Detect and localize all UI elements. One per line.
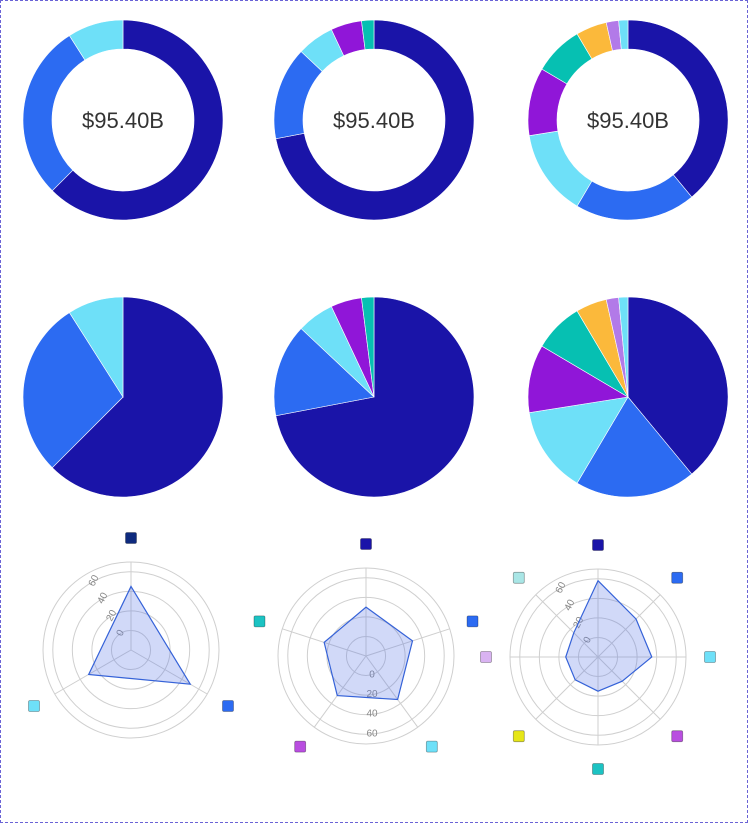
pie-slice[interactable]	[527, 345, 629, 413]
radar-tick-label: 60	[554, 580, 569, 595]
radar-axis-marker[interactable]	[671, 571, 684, 584]
donut-slice[interactable]	[361, 19, 375, 50]
radar-axis-marker[interactable]	[425, 740, 438, 753]
radar-tick-label: 40	[96, 590, 111, 605]
radar-axis-marker[interactable]	[360, 538, 372, 550]
pie-slice[interactable]	[618, 296, 629, 398]
radar-tick-label: 40	[563, 597, 578, 612]
donut-center-label: $95.40B	[587, 108, 669, 133]
donut-center-label: $95.40B	[82, 108, 164, 133]
radar-spoke	[535, 656, 599, 720]
radar-axis-marker[interactable]	[592, 539, 604, 551]
radar-axis-marker[interactable]	[466, 615, 479, 628]
pie-chart-5	[273, 296, 475, 498]
radar-axis-marker[interactable]	[512, 730, 525, 743]
donut-chart-1: $95.40B	[22, 19, 224, 221]
radar-spoke	[54, 649, 132, 695]
radar-tick-label: 60	[87, 573, 102, 588]
donut-slice[interactable]	[22, 35, 86, 192]
donut-slice[interactable]	[69, 19, 124, 61]
radar-spoke	[365, 628, 450, 657]
pie-chart-4	[22, 296, 224, 498]
pie-slice[interactable]	[273, 328, 375, 417]
radar-tick-label: 20	[366, 689, 378, 700]
radar-tick-label: 60	[366, 728, 378, 739]
radar-spoke	[597, 656, 661, 720]
pie-slice[interactable]	[528, 396, 629, 484]
radar-axis-marker[interactable]	[480, 651, 492, 663]
radar-spoke	[130, 649, 208, 695]
pie-slice[interactable]	[22, 312, 124, 469]
radar-axis-marker[interactable]	[512, 571, 525, 584]
radar-tick-label: 0	[582, 635, 595, 645]
pie-chart-6	[527, 296, 729, 498]
pie-slice[interactable]	[627, 296, 729, 475]
radar-chart-2: 0 20 40 60	[253, 538, 479, 753]
radar-axis-marker[interactable]	[222, 700, 234, 712]
radar-series-area	[87, 585, 192, 685]
radar-tick-label: 0	[369, 670, 375, 681]
donut-center-label: $95.40B	[333, 108, 415, 133]
radar-axis-marker[interactable]	[704, 651, 716, 663]
radar-axis-marker[interactable]	[592, 763, 604, 775]
donut-slice[interactable]	[528, 130, 593, 207]
donut-chart-2: $95.40B	[273, 19, 475, 221]
radar-spoke	[597, 594, 661, 658]
donut-chart-3: $95.40B	[527, 19, 729, 221]
radar-axis-marker[interactable]	[253, 615, 266, 628]
pie-slice[interactable]	[576, 396, 693, 498]
radar-series-area	[323, 606, 414, 701]
radar-axis-marker[interactable]	[28, 700, 40, 712]
donut-slice[interactable]	[627, 19, 729, 198]
radar-axis-marker[interactable]	[671, 730, 684, 743]
donut-slice[interactable]	[576, 174, 693, 221]
radar-spoke	[535, 594, 599, 658]
pie-slice[interactable]	[275, 296, 475, 498]
pie-slice[interactable]	[361, 296, 375, 398]
donut-slice[interactable]	[618, 19, 629, 50]
donut-slice[interactable]	[51, 19, 224, 221]
pie-slice[interactable]	[51, 296, 224, 498]
radar-tick-label: 0	[115, 628, 128, 638]
donut-slice[interactable]	[275, 19, 475, 221]
radar-tick-label: 40	[366, 709, 378, 720]
radar-axis-marker[interactable]	[294, 740, 307, 753]
pie-slice[interactable]	[69, 296, 124, 399]
radar-series-area	[565, 579, 653, 692]
radar-spoke	[365, 655, 419, 728]
radar-axis-marker[interactable]	[125, 532, 137, 544]
radar-spoke	[313, 655, 367, 728]
